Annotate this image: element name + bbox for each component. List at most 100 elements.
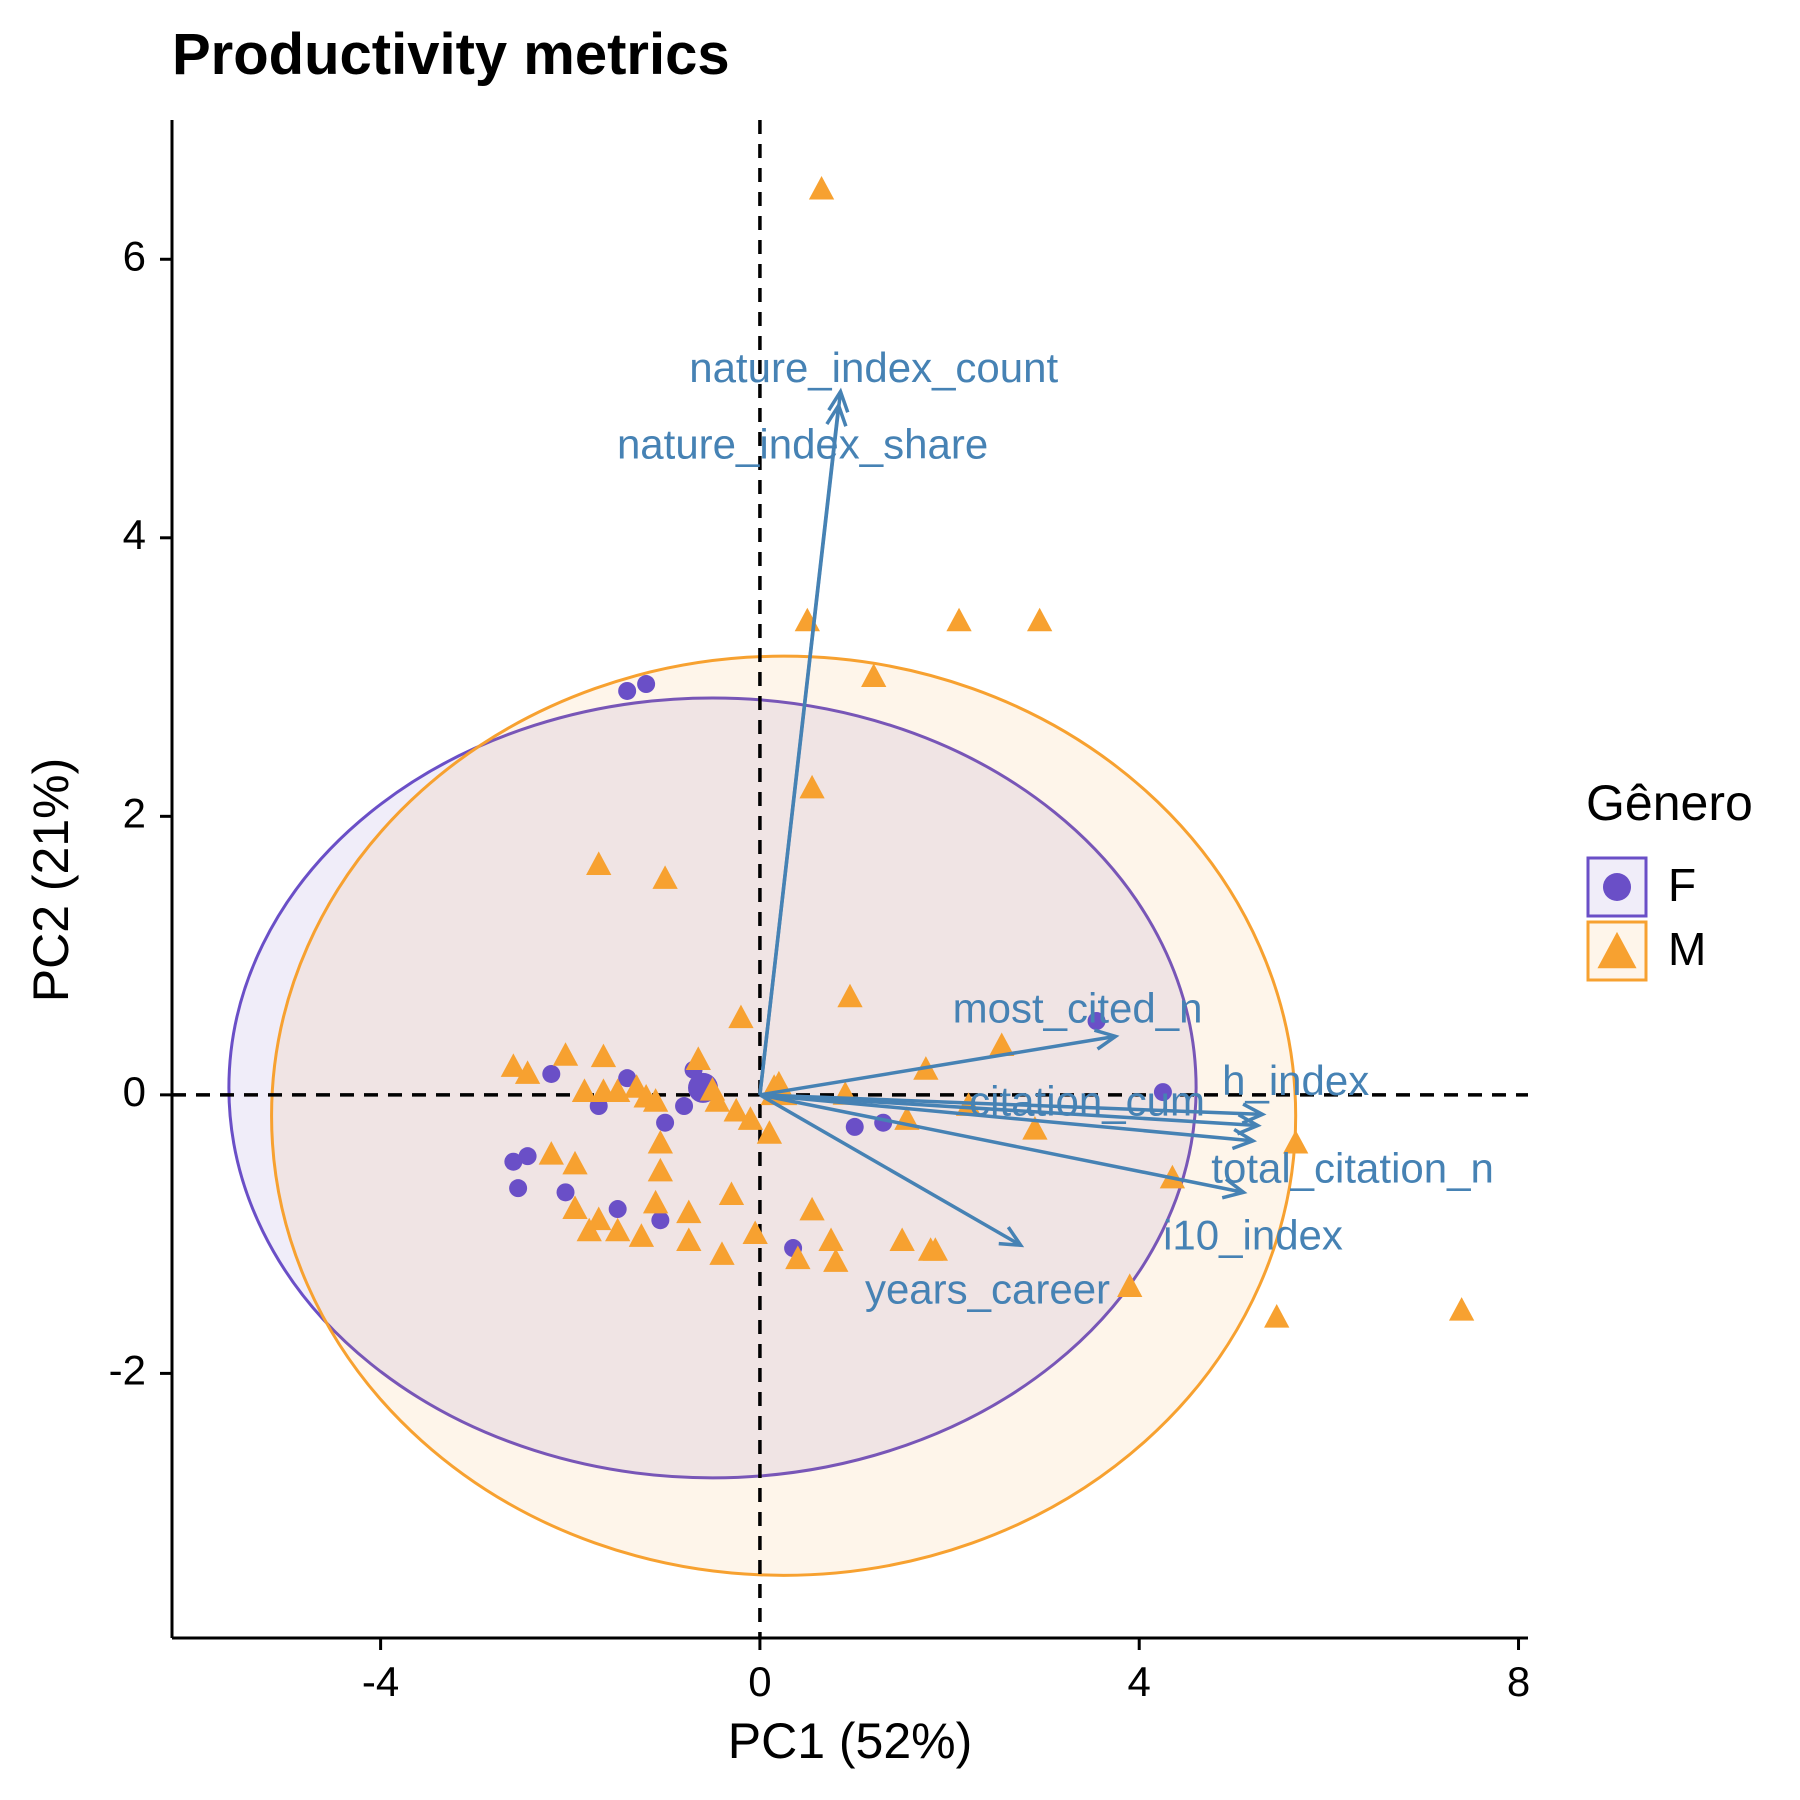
point-M: [723, 1097, 749, 1122]
point-M: [647, 1157, 673, 1182]
legend-marker-F: [1603, 873, 1631, 901]
point-M: [1448, 1297, 1475, 1321]
y-axis-title: PC2 (21%): [23, 758, 79, 1003]
x-axis-title: PC1 (52%): [728, 1713, 973, 1769]
point-M: [742, 1220, 768, 1245]
point-F: [556, 1183, 575, 1202]
arrowhead-i10_index: [1221, 1177, 1248, 1200]
point-F: [509, 1179, 528, 1198]
loading-label-nature_index_count: nature_index_count: [689, 344, 1058, 391]
point-M: [552, 1042, 579, 1066]
legend: Gênero FM: [1586, 775, 1753, 982]
arrowhead-most_cited_n: [1093, 1028, 1120, 1051]
point-M: [676, 1199, 702, 1224]
y-tick-label: 2: [123, 789, 146, 836]
legend-marker-M: [1597, 931, 1637, 969]
point-F: [504, 1152, 523, 1171]
y-tick-label: -2: [109, 1346, 146, 1393]
arrow-most_cited_n: [759, 1034, 1116, 1097]
point-F: [675, 1097, 694, 1116]
arrowhead-nature_index_count: [827, 387, 850, 413]
point-F: [845, 1117, 864, 1136]
arrow-h_index: [759, 1093, 1263, 1117]
point-M: [642, 1189, 669, 1214]
point-M: [808, 175, 835, 200]
point-M: [823, 1248, 849, 1272]
point-M: [799, 774, 825, 799]
point-M: [1022, 1116, 1048, 1140]
data-points: [500, 175, 1475, 1328]
point-M: [1264, 1304, 1290, 1328]
point-M: [605, 1217, 631, 1242]
loading-label-citation_cum: citation_cum: [969, 1078, 1205, 1125]
point-M: [586, 1206, 612, 1231]
x-tick-label: 4: [1128, 1658, 1151, 1705]
point-M: [647, 1129, 673, 1154]
point-M: [562, 1195, 588, 1219]
point-M: [500, 1053, 527, 1077]
point-F: [1153, 1083, 1172, 1102]
point-M: [785, 1245, 811, 1270]
point-M: [642, 1088, 669, 1112]
loading-label-total_citation_n: total_citation_n: [1211, 1145, 1494, 1192]
loading-label-h_index: h_index: [1222, 1057, 1369, 1104]
point-F: [651, 1211, 670, 1230]
point-M: [989, 1032, 1015, 1057]
loading-label-most_cited_n: most_cited_n: [953, 984, 1203, 1031]
point-M: [1027, 607, 1053, 632]
axes: -4 0 4 8 -2 0 2 4 6: [109, 120, 1530, 1705]
arrowhead-years_career: [998, 1226, 1025, 1248]
point-F: [608, 1200, 627, 1219]
point-M: [837, 983, 863, 1008]
point-M: [1117, 1273, 1143, 1297]
point-F: [542, 1064, 561, 1083]
arrow-years_career: [759, 1093, 1022, 1247]
y-tick-label: 4: [123, 511, 146, 558]
arrowhead-citation_cum: [1236, 1113, 1262, 1136]
loading-label-years_career: years_career: [865, 1266, 1110, 1313]
point-M: [590, 1043, 617, 1068]
arrow-nature_index_share: [758, 405, 841, 1096]
loading-label-i10_index: i10_index: [1163, 1211, 1343, 1258]
arrowhead-nature_index_share: [825, 401, 848, 427]
point-M: [709, 1241, 735, 1265]
x-tick-label: 0: [748, 1658, 771, 1705]
chart-title: Productivity metrics: [172, 22, 730, 87]
arrow-total_citation_n: [759, 1093, 1254, 1143]
point-M: [756, 1120, 783, 1144]
legend-title: Gênero: [1586, 775, 1753, 831]
point-M: [605, 1078, 631, 1102]
arrow-citation_cum: [759, 1093, 1258, 1128]
arrowhead-total_citation_n: [1231, 1127, 1258, 1151]
y-tick-label: 6: [123, 232, 146, 279]
point-M: [861, 663, 887, 687]
point-M: [704, 1088, 730, 1112]
point-M: [628, 1223, 655, 1247]
point-F: [618, 681, 637, 700]
legend-label-M: M: [1668, 923, 1706, 975]
point-M: [889, 1227, 915, 1251]
point-M: [562, 1150, 588, 1175]
x-tick-label: -4: [362, 1658, 399, 1705]
point-M: [538, 1141, 564, 1165]
point-M: [652, 865, 678, 889]
point-M: [922, 1237, 948, 1261]
loading-labels: nature_index_count nature_index_sharemost…: [617, 344, 1494, 1313]
point-M: [718, 1181, 745, 1206]
y-tick-label: 0: [123, 1068, 146, 1115]
point-M: [946, 607, 972, 632]
point-M: [728, 1004, 754, 1029]
legend-key-F: [1586, 856, 1648, 918]
point-M: [818, 1227, 844, 1251]
legend-label-F: F: [1668, 859, 1696, 911]
point-M: [586, 851, 612, 875]
point-F: [656, 1113, 675, 1132]
point-F: [618, 1069, 637, 1088]
x-tick-label: 8: [1507, 1658, 1530, 1705]
loading-arrows: [758, 387, 1267, 1248]
point-M: [737, 1106, 764, 1130]
point-M: [514, 1060, 541, 1084]
point-M: [799, 1196, 825, 1221]
